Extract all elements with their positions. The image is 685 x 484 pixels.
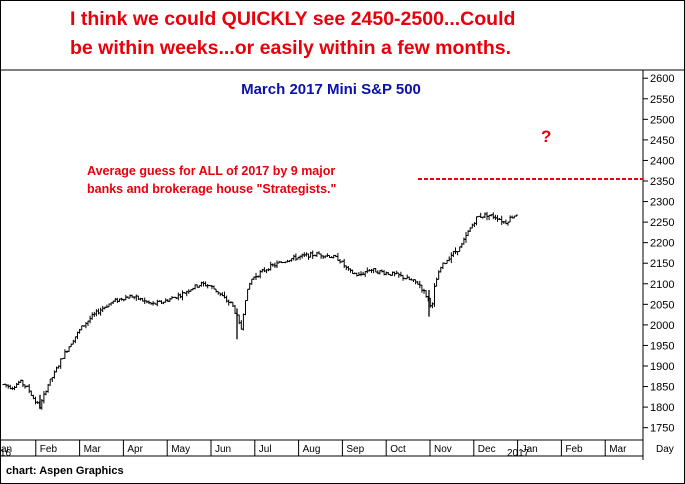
x-month-label: Apr bbox=[127, 444, 143, 455]
x-month-label: Feb bbox=[40, 444, 58, 455]
y-tick-label: 2000 bbox=[650, 320, 674, 332]
year-label-start: 16 bbox=[0, 448, 12, 459]
question-mark: ? bbox=[541, 127, 551, 146]
headline-line-1: I think we could QUICKLY see 2450-2500..… bbox=[70, 8, 516, 30]
x-month-label: Mar bbox=[84, 444, 102, 455]
annotation-line-2: banks and brokerage house "Strategists." bbox=[87, 182, 336, 196]
y-tick-label: 2200 bbox=[650, 238, 674, 250]
y-tick-label: 2450 bbox=[650, 135, 674, 147]
x-month-label: Oct bbox=[390, 444, 406, 455]
x-month-label: Dec bbox=[478, 444, 496, 455]
x-month-label: Jan bbox=[522, 444, 538, 455]
y-tick-label: 2300 bbox=[650, 197, 674, 209]
y-tick-label: 1750 bbox=[650, 423, 674, 435]
y-tick-label: 2150 bbox=[650, 258, 674, 270]
y-tick-label: 2050 bbox=[650, 299, 674, 311]
x-month-label: Jul bbox=[259, 444, 272, 455]
y-tick-label: 1850 bbox=[650, 382, 674, 394]
headline-line-2: be within weeks...or easily within a few… bbox=[70, 37, 512, 59]
x-axis-unit-label: Day bbox=[656, 444, 674, 455]
y-tick-label: 1950 bbox=[650, 340, 674, 352]
x-month-label: Feb bbox=[565, 444, 583, 455]
x-month-label: Jun bbox=[215, 444, 231, 455]
x-month-label: May bbox=[171, 444, 190, 455]
x-month-label: Sep bbox=[346, 444, 364, 455]
chart-credit: chart: Aspen Graphics bbox=[6, 465, 124, 477]
y-tick-label: 2600 bbox=[650, 73, 674, 85]
y-tick-label: 2350 bbox=[650, 176, 674, 188]
y-tick-label: 2550 bbox=[650, 94, 674, 106]
annotation-line-1: Average guess for ALL of 2017 by 9 major bbox=[87, 164, 335, 178]
y-tick-label: 2400 bbox=[650, 155, 674, 167]
y-tick-label: 1900 bbox=[650, 361, 674, 373]
chart-title: March 2017 Mini S&P 500 bbox=[241, 81, 421, 98]
year-label-end: 2017 bbox=[507, 448, 530, 459]
y-tick-label: 2100 bbox=[650, 279, 674, 291]
x-month-label: Nov bbox=[434, 444, 452, 455]
y-tick-label: 2500 bbox=[650, 114, 674, 126]
x-month-label: Aug bbox=[303, 444, 321, 455]
y-tick-label: 1800 bbox=[650, 402, 674, 414]
y-tick-label: 2250 bbox=[650, 217, 674, 229]
x-month-label: Mar bbox=[609, 444, 627, 455]
x-month-label: Jan bbox=[0, 444, 12, 455]
